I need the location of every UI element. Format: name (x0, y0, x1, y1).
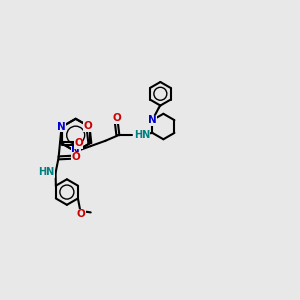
Text: O: O (84, 122, 93, 131)
Text: HN: HN (134, 130, 150, 140)
Text: O: O (71, 152, 80, 162)
Text: O: O (76, 209, 85, 220)
Text: N: N (148, 115, 157, 125)
Text: HN: HN (38, 167, 54, 177)
Text: N: N (57, 122, 66, 132)
Text: O: O (112, 113, 122, 124)
Text: N: N (71, 146, 80, 157)
Text: O: O (74, 138, 83, 148)
